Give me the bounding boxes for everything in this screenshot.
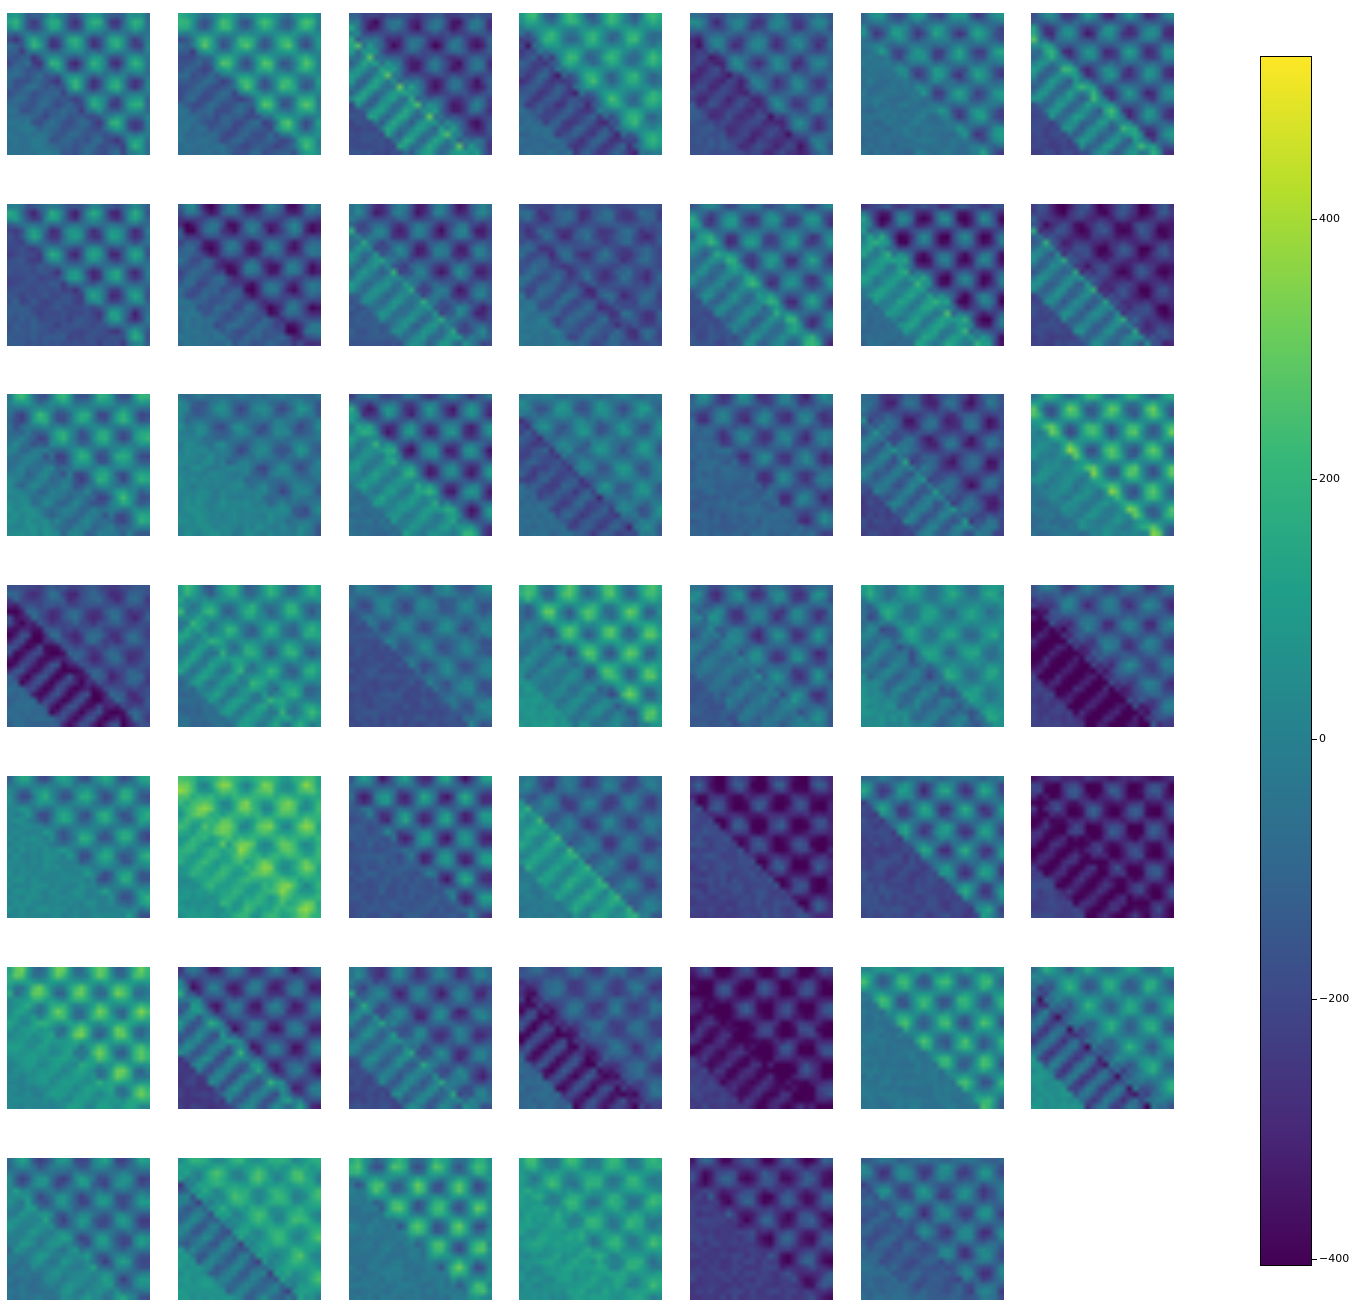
feature-map-panel bbox=[519, 776, 662, 918]
feature-map-panel bbox=[861, 13, 1004, 155]
feature-map-panel bbox=[349, 13, 492, 155]
feature-map-panel bbox=[178, 204, 321, 346]
feature-map-panel bbox=[861, 776, 1004, 918]
feature-map-panel bbox=[178, 13, 321, 155]
colorbar-tick-label: 400 bbox=[1319, 212, 1340, 225]
feature-map-panel bbox=[861, 967, 1004, 1109]
feature-map-panel bbox=[7, 1158, 150, 1300]
colorbar-tick bbox=[1312, 999, 1317, 1000]
feature-map-panel bbox=[349, 1158, 492, 1300]
feature-map-panel bbox=[861, 1158, 1004, 1300]
feature-map-panel bbox=[178, 776, 321, 918]
feature-map-panel bbox=[178, 394, 321, 536]
feature-map-panel bbox=[519, 1158, 662, 1300]
feature-map-panel bbox=[690, 1158, 833, 1300]
colorbar-tick-label: −200 bbox=[1319, 992, 1350, 1005]
colorbar-tick bbox=[1312, 1259, 1317, 1260]
feature-map-panel bbox=[519, 13, 662, 155]
feature-map-panel bbox=[349, 394, 492, 536]
feature-map-panel bbox=[861, 585, 1004, 727]
colorbar-tick bbox=[1312, 219, 1317, 220]
feature-map-panel bbox=[349, 585, 492, 727]
feature-map-panel bbox=[1031, 585, 1174, 727]
feature-map-panel bbox=[690, 394, 833, 536]
feature-map-panel bbox=[861, 394, 1004, 536]
feature-map-panel bbox=[1031, 776, 1174, 918]
feature-map-panel bbox=[178, 585, 321, 727]
feature-map-panel bbox=[690, 967, 833, 1109]
feature-map-panel bbox=[1031, 13, 1174, 155]
colorbar-tick-label: 0 bbox=[1319, 732, 1326, 745]
feature-map-panel bbox=[7, 204, 150, 346]
feature-map-panel bbox=[690, 13, 833, 155]
feature-map-panel bbox=[690, 204, 833, 346]
feature-map-panel bbox=[1031, 967, 1174, 1109]
colorbar-tick bbox=[1312, 739, 1317, 740]
colorbar-tick-label: −400 bbox=[1319, 1252, 1350, 1265]
feature-map-panel bbox=[7, 394, 150, 536]
feature-map-panel bbox=[519, 967, 662, 1109]
feature-map-panel bbox=[690, 585, 833, 727]
feature-map-panel bbox=[1031, 204, 1174, 346]
feature-map-panel bbox=[1031, 394, 1174, 536]
feature-map-panel bbox=[349, 204, 492, 346]
feature-map-panel bbox=[519, 394, 662, 536]
feature-map-panel bbox=[349, 967, 492, 1109]
feature-map-panel bbox=[7, 585, 150, 727]
feature-map-panel bbox=[7, 13, 150, 155]
feature-map-panel bbox=[7, 967, 150, 1109]
feature-map-panel bbox=[7, 776, 150, 918]
feature-map-panel bbox=[690, 776, 833, 918]
colorbar-tick bbox=[1312, 479, 1317, 480]
feature-map-panel bbox=[349, 776, 492, 918]
feature-map-panel bbox=[178, 967, 321, 1109]
feature-map-panel bbox=[519, 585, 662, 727]
colorbar bbox=[1260, 56, 1312, 1266]
feature-map-panel bbox=[178, 1158, 321, 1300]
feature-map-panel bbox=[861, 204, 1004, 346]
colorbar-tick-label: 200 bbox=[1319, 472, 1340, 485]
feature-map-panel bbox=[519, 204, 662, 346]
